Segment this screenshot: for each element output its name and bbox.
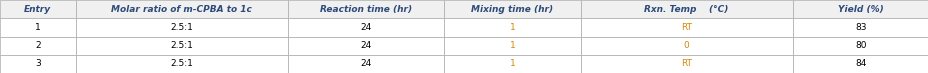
- Text: 2.5:1: 2.5:1: [170, 23, 193, 32]
- Bar: [0, 36, 76, 55]
- Bar: [792, 55, 928, 73]
- Bar: [76, 18, 288, 36]
- Text: 1: 1: [509, 41, 515, 50]
- Text: 24: 24: [360, 41, 371, 50]
- Bar: [0, 0, 76, 18]
- Bar: [792, 36, 928, 55]
- Bar: [288, 18, 444, 36]
- Text: Reaction time (hr): Reaction time (hr): [319, 5, 412, 14]
- Text: 83: 83: [854, 23, 866, 32]
- Bar: [444, 55, 580, 73]
- Text: 0: 0: [683, 41, 689, 50]
- Text: 1: 1: [35, 23, 41, 32]
- Bar: [580, 0, 792, 18]
- Bar: [444, 0, 580, 18]
- Bar: [580, 36, 792, 55]
- Bar: [0, 18, 76, 36]
- Bar: [0, 55, 76, 73]
- Text: Yield (%): Yield (%): [837, 5, 883, 14]
- Bar: [444, 36, 580, 55]
- Text: 80: 80: [854, 41, 866, 50]
- Bar: [76, 0, 288, 18]
- Text: 24: 24: [360, 23, 371, 32]
- Text: RT: RT: [680, 23, 691, 32]
- Text: 2: 2: [35, 41, 41, 50]
- Bar: [444, 18, 580, 36]
- Bar: [288, 55, 444, 73]
- Bar: [792, 0, 928, 18]
- Bar: [288, 36, 444, 55]
- Text: 1: 1: [509, 59, 515, 68]
- Text: 1: 1: [509, 23, 515, 32]
- Text: Mixing time (hr): Mixing time (hr): [470, 5, 553, 14]
- Text: 84: 84: [855, 59, 866, 68]
- Bar: [580, 18, 792, 36]
- Text: 2.5:1: 2.5:1: [170, 59, 193, 68]
- Bar: [76, 55, 288, 73]
- Text: RT: RT: [680, 59, 691, 68]
- Text: Entry: Entry: [24, 5, 51, 14]
- Text: Rxn. Temp    (°C): Rxn. Temp (°C): [644, 5, 728, 14]
- Bar: [288, 0, 444, 18]
- Bar: [580, 55, 792, 73]
- Text: 3: 3: [35, 59, 41, 68]
- Text: Molar ratio of m-CPBA to 1c: Molar ratio of m-CPBA to 1c: [111, 5, 251, 14]
- Text: 2.5:1: 2.5:1: [170, 41, 193, 50]
- Text: 24: 24: [360, 59, 371, 68]
- Bar: [792, 18, 928, 36]
- Bar: [76, 36, 288, 55]
